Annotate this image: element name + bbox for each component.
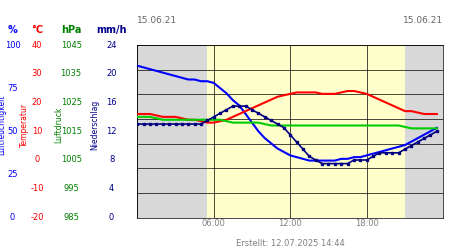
Text: 985: 985 (63, 213, 79, 222)
Text: °C: °C (31, 25, 43, 35)
Text: 1025: 1025 (61, 98, 81, 107)
Text: 20: 20 (32, 98, 42, 107)
Text: 10: 10 (32, 127, 42, 136)
Text: 50: 50 (7, 127, 18, 136)
Text: 1005: 1005 (61, 156, 81, 164)
Bar (207, 45, 405, 218)
Text: 995: 995 (63, 184, 79, 193)
Text: 1035: 1035 (61, 69, 81, 78)
Text: 0: 0 (109, 213, 114, 222)
Text: 30: 30 (32, 69, 42, 78)
Text: 1015: 1015 (61, 127, 81, 136)
Text: -10: -10 (30, 184, 44, 193)
Text: 20: 20 (106, 69, 117, 78)
Text: 40: 40 (32, 40, 42, 50)
Text: 4: 4 (109, 184, 114, 193)
Text: %: % (8, 25, 18, 35)
Text: Temperatur: Temperatur (20, 103, 29, 147)
Text: 8: 8 (109, 156, 114, 164)
Text: 15.06.21: 15.06.21 (403, 16, 443, 25)
Bar (405, 45, 443, 218)
Text: mm/h: mm/h (96, 25, 127, 35)
Text: 24: 24 (106, 40, 117, 50)
Text: 75: 75 (7, 84, 18, 92)
Text: 16: 16 (106, 98, 117, 107)
Text: 25: 25 (7, 170, 18, 179)
Text: -20: -20 (30, 213, 44, 222)
Text: Luftfeuchtigkeit: Luftfeuchtigkeit (0, 95, 6, 155)
Text: 15.06.21: 15.06.21 (137, 16, 177, 25)
Text: 0: 0 (10, 213, 15, 222)
Text: hPa: hPa (61, 25, 81, 35)
Text: Erstellt: 12.07.2025 14:44: Erstellt: 12.07.2025 14:44 (236, 238, 345, 248)
Text: Niederschlag: Niederschlag (90, 100, 99, 150)
Text: Luftdruck: Luftdruck (54, 107, 63, 143)
Bar (137, 45, 207, 218)
Text: 12: 12 (106, 127, 117, 136)
Text: 1045: 1045 (61, 40, 81, 50)
Text: 0: 0 (34, 156, 40, 164)
Text: 100: 100 (4, 40, 21, 50)
